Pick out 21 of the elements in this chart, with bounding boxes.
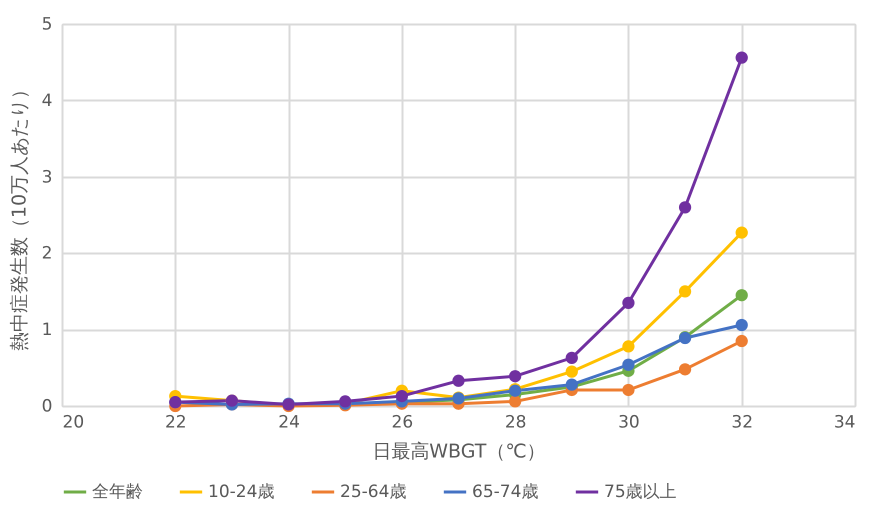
x-axis-title: 日最高WBGT（℃） (372, 440, 546, 462)
y-tick-label: 0 (42, 396, 52, 416)
x-tick-label: 20 (62, 412, 84, 432)
y-tick-label: 2 (42, 244, 52, 264)
x-tick-label: 30 (618, 412, 640, 432)
legend-label: 75歳以上 (604, 482, 677, 502)
legend-label: 全年齢 (92, 482, 143, 502)
x-tick-label: 24 (278, 412, 300, 432)
y-tick-label: 4 (42, 90, 52, 111)
y-tick-label: 3 (42, 167, 52, 188)
legend-label: 65-74歳 (472, 482, 538, 502)
y-axis-title: 熱中症発生数（10万人あたり） (8, 80, 31, 352)
y-tick-label: 1 (42, 320, 52, 340)
legend-label: 25-64歳 (340, 482, 406, 502)
legend-label: 10-24歳 (208, 482, 274, 502)
x-tick-label: 32 (731, 412, 754, 432)
x-tick-label: 22 (164, 412, 187, 432)
x-tick-label: 28 (504, 412, 526, 432)
x-tick-label: 26 (392, 412, 414, 432)
x-tick-label: 34 (834, 412, 856, 432)
y-tick-label: 5 (42, 14, 52, 34)
